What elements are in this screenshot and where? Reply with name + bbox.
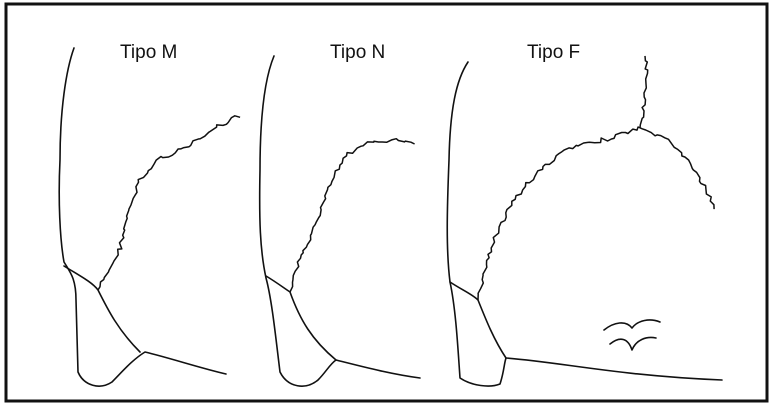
panel-label: Tipo M xyxy=(120,42,177,63)
skull-outline xyxy=(58,47,227,387)
frame xyxy=(4,2,769,403)
sutures xyxy=(97,55,715,301)
suture-line xyxy=(477,126,715,301)
suture-line xyxy=(639,55,649,129)
panel-label: Tipo N xyxy=(330,42,385,63)
panel-label: Tipo F xyxy=(527,42,580,63)
suture-line xyxy=(289,137,415,293)
skull-outline xyxy=(446,61,723,387)
small-mark xyxy=(609,336,657,351)
bone-edge xyxy=(63,265,141,353)
bone-edge xyxy=(265,275,337,361)
small-mark xyxy=(603,319,661,331)
suture-line xyxy=(97,115,241,291)
bone-edge xyxy=(449,281,507,359)
skull-outline xyxy=(258,55,421,387)
